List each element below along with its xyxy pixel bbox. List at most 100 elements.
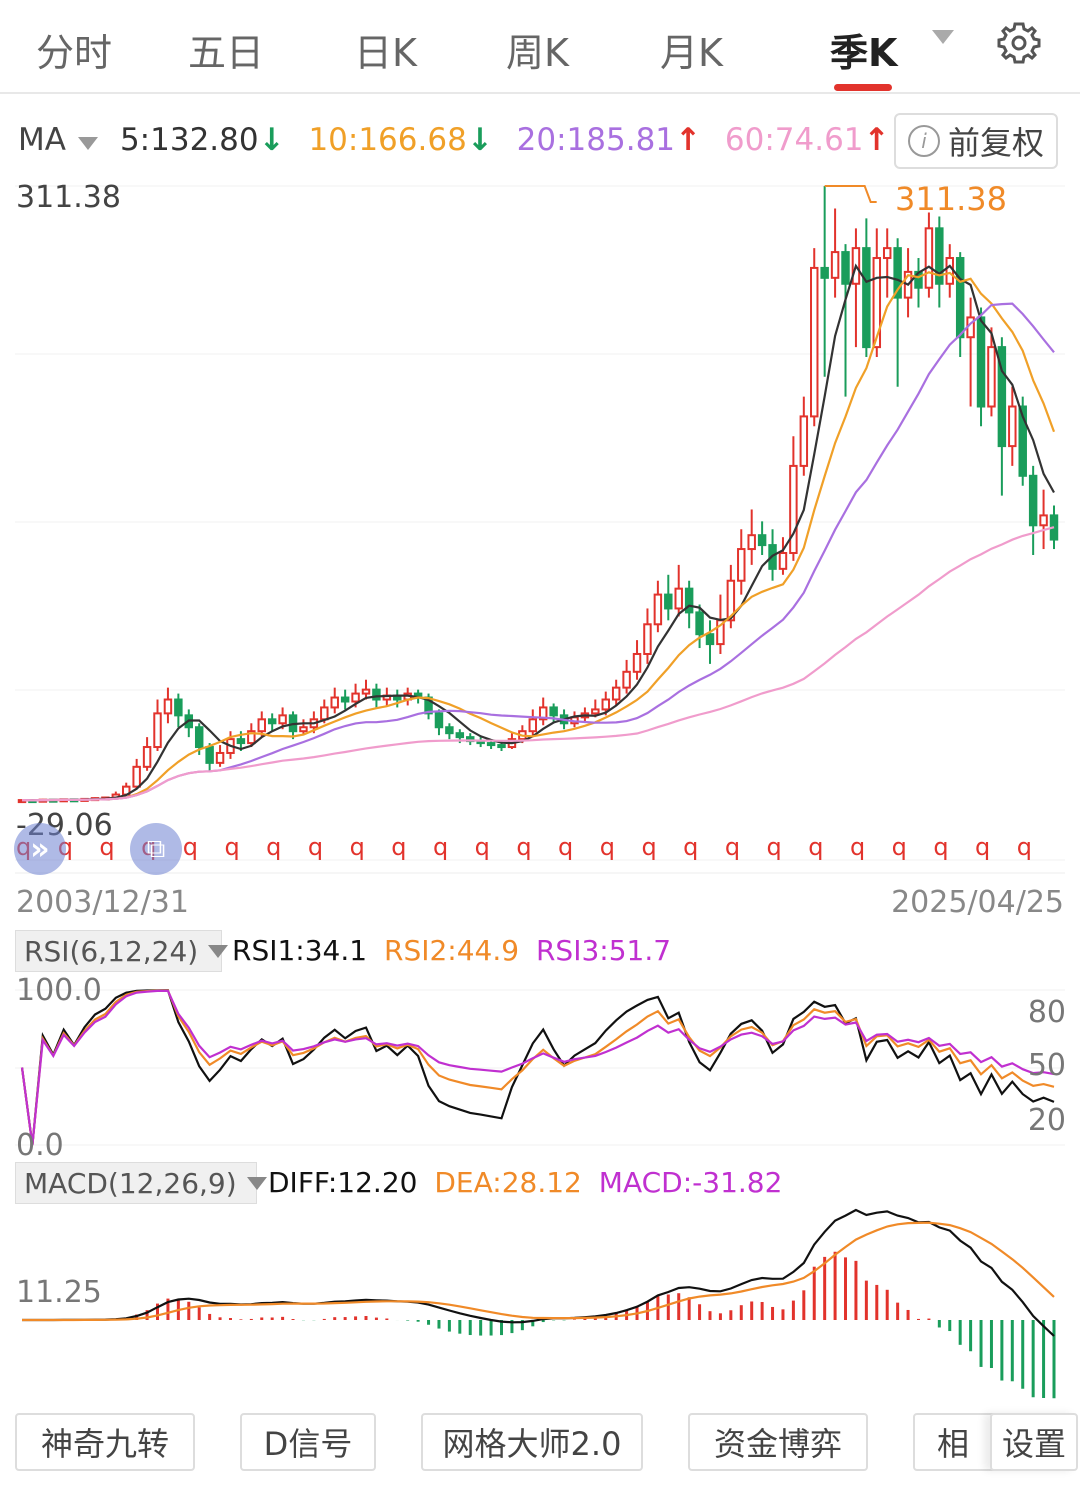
macd-dropdown-icon	[246, 1176, 267, 1190]
candle-body	[163, 698, 173, 715]
macd-selector[interactable]: MACD(12,26,9)	[15, 1162, 267, 1204]
signal-marker: q	[516, 833, 531, 861]
candle-body	[632, 652, 642, 673]
macd-axis-label: 11.25	[16, 1275, 102, 1310]
settings-button[interactable]: 设置	[990, 1413, 1078, 1471]
ma10-trend-icon: ↓	[466, 122, 493, 158]
signal-marker: q	[641, 833, 656, 861]
date-start-label: 2003/12/31	[16, 885, 189, 920]
candle-body	[591, 708, 600, 715]
fast-forward-icon[interactable]: »	[14, 823, 66, 875]
rsi-level-50: 50	[1027, 1048, 1066, 1083]
candle-body	[445, 726, 454, 735]
d-signal-button[interactable]: D信号	[240, 1413, 376, 1471]
tab-monthly-k[interactable]: 月K	[660, 31, 723, 75]
macd-legend: DIFF:12.20 DEA:28.12 MACD:-31.82	[268, 1166, 782, 1199]
candle-body	[455, 732, 465, 739]
period-dropdown-icon[interactable]	[932, 30, 954, 44]
adjust-mode-label: 前复权	[947, 124, 1044, 162]
peak-leader-line	[824, 185, 877, 203]
signal-marker: q	[683, 833, 698, 861]
candle-body	[1039, 514, 1048, 527]
candle-body	[653, 593, 663, 626]
signal-marker: q	[183, 833, 198, 861]
signal-marker: q	[808, 833, 823, 861]
signal-marker: q	[266, 833, 281, 861]
signal-marker: q	[224, 833, 239, 861]
candle-body	[695, 611, 704, 636]
indicator-toolbar: 神奇九转 D信号 网格大师2.0 资金博弈 相 设置	[0, 1395, 1080, 1497]
candle-body	[361, 688, 371, 695]
candle-body	[205, 746, 214, 764]
peak-price-annotation: 311.38	[895, 180, 1007, 218]
ma-label[interactable]: MA	[18, 122, 66, 158]
rsi2-value: RSI2:44.9	[383, 934, 520, 967]
candle-body	[789, 464, 798, 555]
candle-body	[935, 227, 944, 285]
grid-master-button[interactable]: 网格大师2.0	[421, 1413, 643, 1471]
rsi-level-80: 80	[1027, 995, 1066, 1030]
date-end-label: 2025/04/25	[891, 885, 1064, 920]
candle-body	[924, 227, 934, 289]
candle-body	[622, 670, 631, 689]
candle-body	[945, 257, 954, 285]
candle-body	[611, 686, 621, 701]
candle-body	[830, 251, 840, 279]
candle-body	[132, 765, 141, 788]
candle-body	[601, 698, 610, 711]
diff-value: DIFF:12.20	[268, 1166, 418, 1199]
tab-five-day[interactable]: 五日	[188, 31, 265, 75]
rsi3-value: RSI3:51.7	[535, 934, 672, 967]
signal-marker: q	[1017, 833, 1032, 861]
candle-body	[757, 534, 767, 547]
candle-body	[142, 746, 152, 768]
ma5-line	[21, 263, 1055, 802]
ma20-value: 20:185.81	[516, 122, 676, 158]
candle-body	[174, 698, 183, 717]
ma60-line	[21, 526, 1055, 802]
rsi-selector[interactable]: RSI(6,12,24)	[15, 930, 229, 972]
rsi-top-label: 100.0	[16, 973, 102, 1008]
magic-nine-button[interactable]: 神奇九转	[15, 1413, 195, 1471]
candle-body	[486, 742, 496, 747]
candle-body	[643, 623, 652, 655]
adjust-mode-button[interactable]: i 前复权	[894, 113, 1058, 169]
tab-daily-k[interactable]: 日K	[354, 31, 417, 75]
ma-dropdown-icon[interactable]	[77, 137, 98, 150]
signal-marker: q	[892, 833, 907, 861]
fund-game-button[interactable]: 资金博弈	[688, 1413, 868, 1471]
ma60-value: 60:74.61	[724, 122, 864, 158]
ma10-line	[21, 271, 1056, 802]
candle-body	[153, 712, 162, 749]
fullscreen-icon[interactable]: ⧉	[130, 823, 182, 875]
candle-body	[862, 247, 871, 349]
candle-body	[820, 266, 829, 279]
signal-marker: q	[600, 833, 615, 861]
dea-value: DEA:28.12	[434, 1166, 582, 1199]
signal-marker: q	[391, 833, 406, 861]
ma20-line	[21, 302, 1055, 802]
more-indicator-button[interactable]: 相	[913, 1413, 1003, 1471]
candle-body	[997, 346, 1007, 448]
tab-intraday[interactable]: 分时	[36, 31, 113, 75]
candle-body	[351, 692, 360, 703]
signal-marker: q	[725, 833, 740, 861]
price-high-label: 311.38	[16, 180, 121, 215]
rsi-legend: RSI1:34.1 RSI2:44.9 RSI3:51.7	[232, 934, 671, 967]
tab-weekly-k[interactable]: 周K	[506, 31, 569, 75]
candle-body	[664, 593, 673, 610]
candle-body	[726, 579, 736, 622]
settings-gear-icon[interactable]	[996, 20, 1042, 66]
candle-body	[976, 316, 986, 408]
macd-selector-label: MACD(12,26,9)	[24, 1166, 237, 1200]
ma20-trend-icon: ↑	[675, 122, 702, 158]
candle-body	[872, 257, 882, 349]
signal-marker: q	[475, 833, 490, 861]
candle-body	[257, 718, 266, 733]
candle-body	[372, 688, 381, 701]
rsi-level-20: 20	[1027, 1103, 1066, 1138]
kline-chart[interactable]: qqqqqqqqqqqqqqqqqqqqqqqqq	[0, 0, 1080, 1400]
tab-quarterly-k[interactable]: 季K	[830, 31, 898, 75]
candle-body	[799, 415, 809, 467]
ma5-trend-icon: ↓	[258, 122, 285, 158]
